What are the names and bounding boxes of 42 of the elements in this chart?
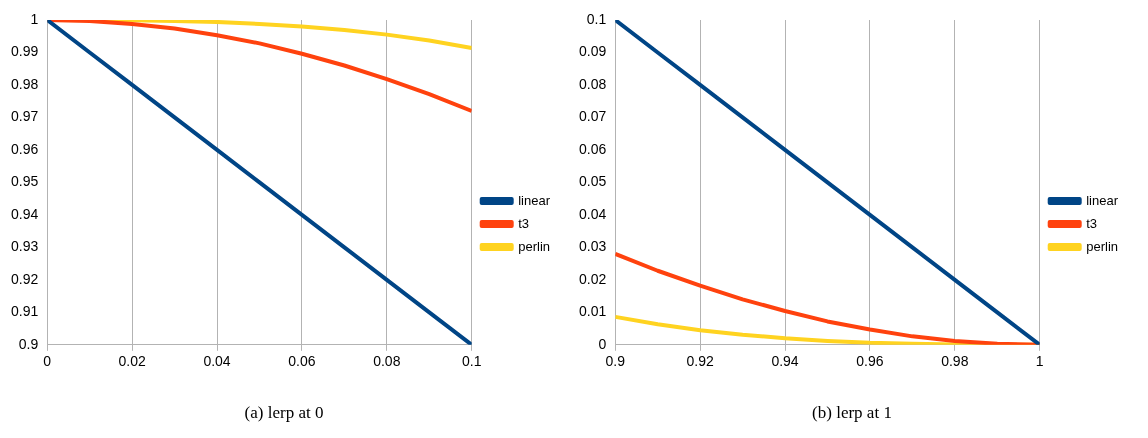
legend-label: perlin — [1086, 238, 1118, 254]
y-tick-label: 0.92 — [11, 270, 39, 287]
y-tick-label: 0.09 — [579, 43, 607, 60]
x-tick-label: 0 — [43, 353, 52, 370]
y-tick-label: 0.97 — [11, 108, 39, 125]
x-tick-label: 0.98 — [941, 353, 969, 370]
x-tick-label: 0.9 — [605, 353, 626, 370]
text: (b) lerp at 1 — [812, 403, 892, 423]
legend-label: t3 — [1086, 215, 1098, 231]
y-tick-label: 0 — [598, 335, 607, 352]
y-tick-label: 0.96 — [11, 140, 39, 157]
legend-label: t3 — [518, 215, 530, 231]
y-tick-label: 0.01 — [579, 303, 607, 320]
x-tick-label: 0.1 — [461, 353, 482, 370]
x-tick-label: 0.02 — [118, 353, 146, 370]
y-tick-label: 0.07 — [579, 108, 607, 125]
legend-label: linear — [518, 192, 551, 208]
y-tick-label: 0.1 — [586, 10, 607, 27]
y-tick-label: 0.02 — [579, 270, 607, 287]
legend-label: perlin — [518, 238, 550, 254]
y-tick-label: 0.94 — [11, 205, 39, 222]
y-tick-label: 0.9 — [18, 335, 39, 352]
x-tick-label: 0.94 — [771, 353, 799, 370]
y-tick-label: 1 — [30, 10, 39, 27]
y-tick-label: 0.95 — [11, 173, 39, 190]
y-tick-label: 0.91 — [11, 303, 39, 320]
legend-label: linear — [1086, 192, 1119, 208]
y-tick-label: 0.05 — [579, 173, 607, 190]
y-tick-label: 0.03 — [579, 238, 607, 255]
x-tick-label: 0.04 — [203, 353, 231, 370]
x-tick-label: 0.08 — [373, 353, 401, 370]
x-tick-label: 0.96 — [856, 353, 884, 370]
y-tick-label: 0.93 — [11, 238, 39, 255]
text: (a) lerp at 0 — [244, 403, 324, 423]
x-tick-label: 0.92 — [686, 353, 714, 370]
y-tick-label: 0.04 — [579, 205, 607, 222]
y-tick-label: 0.08 — [579, 75, 607, 92]
y-tick-label: 0.06 — [579, 140, 607, 157]
x-tick-label: 1 — [1035, 353, 1044, 370]
y-tick-label: 0.99 — [11, 43, 39, 60]
x-tick-label: 0.06 — [288, 353, 316, 370]
y-tick-label: 0.98 — [11, 75, 39, 92]
